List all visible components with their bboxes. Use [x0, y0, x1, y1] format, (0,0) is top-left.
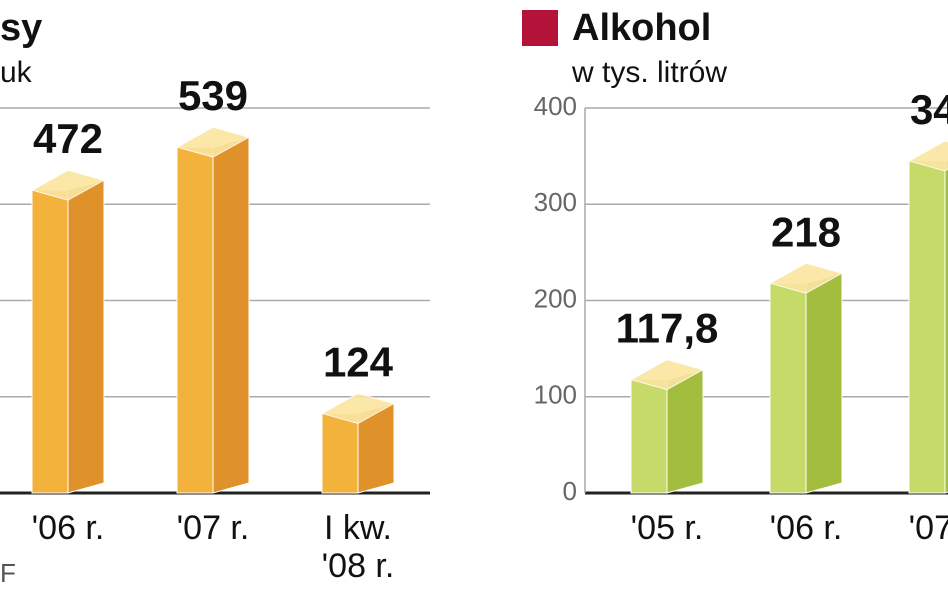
x-tick-label: '07 r.	[177, 509, 250, 547]
chart-title: sy	[0, 7, 42, 49]
x-tick-label: '05 r.	[631, 509, 704, 547]
bar-top	[320, 392, 396, 424]
value-label: 124	[323, 339, 394, 386]
value-label: 539	[178, 72, 248, 119]
value-label: 218	[771, 208, 841, 255]
bar-top	[175, 126, 251, 158]
source: F	[0, 558, 16, 588]
x-tick-label: I kw. '08 r.	[322, 509, 395, 585]
legend-swatch	[522, 10, 558, 46]
bar-side	[666, 368, 704, 494]
x-tick-label: '07 r.	[909, 509, 948, 547]
y-tick-label: 400	[534, 91, 577, 121]
x-tick-label: '06 r.	[32, 509, 105, 547]
value-label: 472	[33, 115, 103, 162]
bar-side	[944, 159, 948, 494]
value-label: 345	[910, 86, 948, 133]
y-tick-label: 0	[563, 476, 577, 506]
bar	[630, 379, 668, 494]
x-tick-label: '06 r.	[770, 509, 843, 547]
chart-subtitle: w tys. litrów	[571, 56, 727, 89]
bar	[769, 282, 807, 494]
bar-side	[212, 136, 250, 494]
bar-top	[907, 140, 948, 172]
bar	[908, 160, 946, 494]
chart-subtitle: uk	[0, 56, 33, 89]
bar-top	[30, 169, 106, 201]
bar	[31, 189, 69, 494]
value-label: 117,8	[616, 305, 719, 352]
bar-top	[629, 359, 705, 391]
bar	[321, 412, 359, 494]
chart-title: Alkohol	[572, 7, 711, 49]
bar	[176, 146, 214, 494]
bar-side	[67, 179, 105, 494]
bar-top	[768, 262, 844, 294]
y-tick-label: 200	[534, 283, 577, 313]
y-tick-label: 300	[534, 187, 577, 217]
y-tick-label: 100	[534, 380, 577, 410]
bar-side	[805, 272, 843, 494]
